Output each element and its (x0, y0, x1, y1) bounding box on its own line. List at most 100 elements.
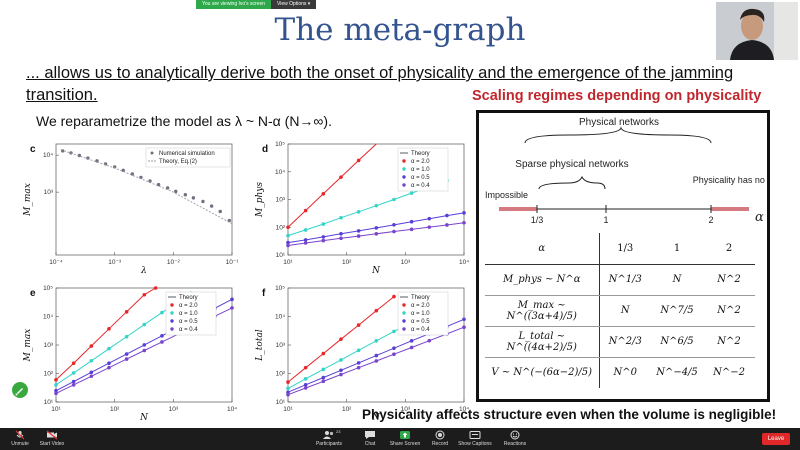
data-point (339, 372, 343, 377)
data-point (303, 228, 308, 232)
legend-label: α = 2.0 (411, 303, 430, 309)
data-point (339, 175, 343, 179)
data-point (191, 196, 196, 200)
data-point (462, 211, 466, 215)
sparse-brace (538, 175, 606, 190)
data-point (303, 377, 308, 381)
data-point (321, 375, 326, 380)
legend-label: Theory, Eq.(2) (159, 159, 197, 165)
impossible-label: Impossible (485, 190, 528, 200)
scaling-table: α 1/3 1 2 M_phys ~ N^α N^1/3 N N^2 M_max… (485, 233, 755, 388)
participants-label: Participants (315, 441, 343, 447)
data-point (124, 357, 129, 361)
chat-button[interactable]: Chat (360, 430, 380, 447)
unmute-label: Unmute (11, 441, 29, 447)
table-header-cell: 1/3 (599, 233, 651, 265)
data-point (409, 339, 414, 343)
table-header-cell: 1 (651, 233, 703, 265)
legend-label: α = 0.4 (179, 327, 198, 333)
data-point (303, 238, 308, 242)
data-point (356, 365, 361, 370)
physical-networks-label: Physical networks (579, 117, 659, 128)
x-axis-label: N (371, 413, 381, 423)
data-point (107, 327, 111, 331)
data-point (286, 380, 290, 384)
share-screen-button[interactable]: Share Screen (388, 430, 422, 447)
view-options-button[interactable]: View Options ▾ (271, 0, 317, 9)
data-point (286, 240, 290, 245)
data-point (445, 213, 449, 218)
data-point (374, 308, 379, 313)
reactions-button[interactable]: Reactions (500, 430, 530, 447)
no-effect-region (711, 207, 749, 211)
unmute-button[interactable]: Unmute (8, 430, 32, 447)
no-effect-label: Physicality has no effect (693, 175, 767, 185)
y-tick-label: 10³ (276, 197, 286, 204)
scaling-regimes-box: Physical networks Sparse physical networ… (476, 110, 770, 402)
legend-label: α = 0.4 (411, 183, 430, 189)
data-point (107, 361, 111, 365)
x-tick-label: 10⁴ (227, 406, 237, 413)
table-cell: N^2 (703, 264, 755, 296)
legend-label: Theory (411, 295, 430, 301)
data-point (427, 216, 432, 221)
speaker-video-thumbnail[interactable] (716, 2, 798, 60)
data-point (124, 334, 129, 339)
slide-subtitle: ... allows us to analytically derive bot… (26, 64, 734, 104)
panel-letter: d (262, 144, 268, 155)
table-cell: N^2/3 (599, 326, 651, 358)
data-point (89, 374, 94, 379)
data-point (303, 383, 308, 387)
data-point (321, 238, 326, 243)
data-point (392, 223, 396, 227)
data-point (374, 353, 379, 358)
data-point (427, 338, 432, 343)
panel-letter: f (262, 288, 266, 299)
y-tick-label: 10² (276, 371, 286, 378)
participants-button[interactable]: Participants (312, 430, 346, 447)
row-label-mmax: M_max ~ N^((3α+4)/5) (485, 295, 600, 327)
annotation-tool-button[interactable] (12, 382, 28, 398)
legend-box (397, 291, 449, 336)
table-cell: N^−2 (713, 367, 745, 379)
x-axis-label: N (371, 266, 381, 276)
x-tick-label: 10¹ (283, 406, 293, 413)
x-tick-label: 10³ (401, 406, 411, 413)
record-label: Record (431, 441, 449, 447)
x-axis-label: N (139, 413, 149, 423)
x-tick-label: 10⁻⁴ (49, 259, 63, 266)
legend-marker (402, 183, 406, 187)
start-video-button[interactable]: Start Video (36, 430, 68, 447)
start-video-label: Start Video (39, 441, 65, 447)
data-point (142, 292, 147, 297)
table-row: L_total ~ N^((4α+2)/5) N^2/3 N^6/5 N^2 (485, 326, 755, 358)
data-point (142, 322, 147, 327)
y-tick-label: 10³ (276, 342, 286, 349)
y-tick-label: 10⁵ (275, 141, 285, 148)
show-captions-button[interactable]: Show Captions (456, 430, 494, 447)
legend-marker (402, 311, 406, 315)
data-point (77, 153, 82, 158)
data-point (462, 317, 466, 322)
record-button[interactable]: Record (428, 430, 452, 447)
data-point (54, 383, 58, 387)
plot-panel-c: c 10⁻⁴ 10⁻³ 10⁻² 10⁻¹ 10⁴ 10³ λ M_max Numerical s… (23, 143, 238, 276)
regimes-heading: Scaling regimes depending on physicality (472, 88, 762, 104)
data-point (286, 390, 290, 395)
y-axis-label: M_max (23, 329, 33, 363)
legend-marker (402, 327, 406, 331)
theory-line (60, 149, 233, 225)
table-cell: N^2 (703, 295, 755, 327)
data-point (374, 359, 379, 363)
data-point (142, 343, 147, 347)
leave-button[interactable]: Leave (762, 433, 790, 445)
data-point (89, 370, 94, 375)
data-point (95, 159, 99, 163)
data-point (286, 243, 290, 248)
data-point (71, 361, 76, 365)
data-point (107, 365, 111, 370)
data-point (286, 386, 290, 391)
data-point (356, 158, 361, 163)
data-point (339, 215, 343, 220)
x-tick-label: 10³ (401, 259, 411, 266)
